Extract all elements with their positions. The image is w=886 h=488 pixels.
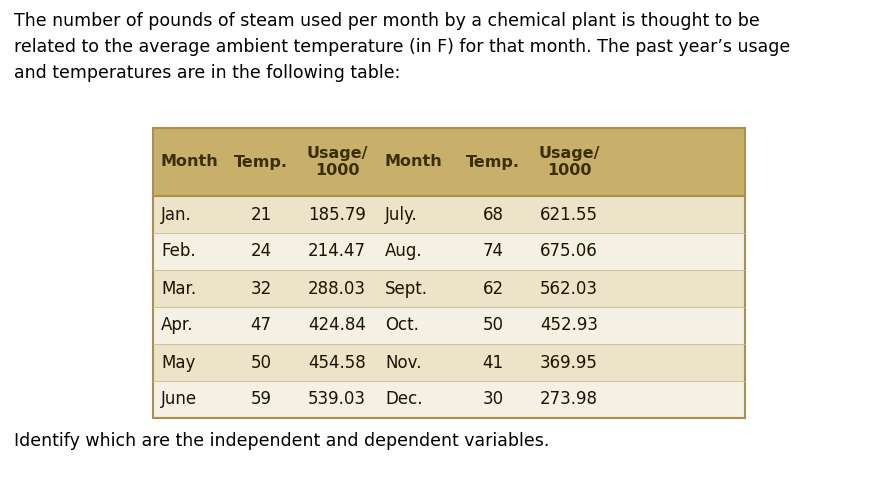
Bar xyxy=(153,233,745,270)
Text: Mar.: Mar. xyxy=(161,280,196,298)
Text: 50: 50 xyxy=(483,317,503,334)
Text: Nov.: Nov. xyxy=(385,353,422,371)
Text: Sept.: Sept. xyxy=(385,280,428,298)
Text: 562.03: 562.03 xyxy=(540,280,598,298)
Text: 454.58: 454.58 xyxy=(308,353,366,371)
Bar xyxy=(153,344,745,381)
Text: Dec.: Dec. xyxy=(385,390,423,408)
Text: The number of pounds of steam used per month by a chemical plant is thought to b: The number of pounds of steam used per m… xyxy=(14,12,760,30)
Text: 74: 74 xyxy=(483,243,503,261)
Text: May: May xyxy=(161,353,196,371)
Text: related to the average ambient temperature (in F) for that month. The past year’: related to the average ambient temperatu… xyxy=(14,38,790,56)
Text: Usage/
1000: Usage/ 1000 xyxy=(539,146,600,178)
Text: 68: 68 xyxy=(483,205,503,224)
Bar xyxy=(153,128,745,196)
Bar xyxy=(153,381,745,418)
Text: 369.95: 369.95 xyxy=(540,353,598,371)
Text: Month: Month xyxy=(161,155,219,169)
Text: Month: Month xyxy=(385,155,443,169)
Text: 621.55: 621.55 xyxy=(540,205,598,224)
Text: Feb.: Feb. xyxy=(161,243,196,261)
Text: 47: 47 xyxy=(251,317,271,334)
Text: 21: 21 xyxy=(251,205,272,224)
Text: 539.03: 539.03 xyxy=(308,390,366,408)
Text: 32: 32 xyxy=(251,280,272,298)
Text: 59: 59 xyxy=(251,390,271,408)
Bar xyxy=(153,270,745,307)
Text: 30: 30 xyxy=(483,390,503,408)
Text: 62: 62 xyxy=(483,280,503,298)
Text: 214.47: 214.47 xyxy=(308,243,366,261)
Text: Jan.: Jan. xyxy=(161,205,191,224)
Text: and temperatures are in the following table:: and temperatures are in the following ta… xyxy=(14,64,400,82)
Text: Apr.: Apr. xyxy=(161,317,193,334)
Bar xyxy=(153,196,745,233)
Text: Oct.: Oct. xyxy=(385,317,419,334)
Text: Usage/
1000: Usage/ 1000 xyxy=(307,146,368,178)
Bar xyxy=(153,307,745,344)
Text: Temp.: Temp. xyxy=(234,155,288,169)
Text: 288.03: 288.03 xyxy=(308,280,366,298)
Text: June: June xyxy=(161,390,197,408)
Text: Temp.: Temp. xyxy=(466,155,520,169)
Text: 50: 50 xyxy=(251,353,271,371)
Text: 675.06: 675.06 xyxy=(540,243,598,261)
Text: 41: 41 xyxy=(483,353,503,371)
Text: 424.84: 424.84 xyxy=(308,317,366,334)
Text: 24: 24 xyxy=(251,243,272,261)
Text: 185.79: 185.79 xyxy=(308,205,366,224)
Text: Aug.: Aug. xyxy=(385,243,423,261)
Text: Identify which are the independent and dependent variables.: Identify which are the independent and d… xyxy=(14,432,549,450)
Bar xyxy=(153,128,745,418)
Text: 273.98: 273.98 xyxy=(540,390,598,408)
Text: July.: July. xyxy=(385,205,418,224)
Text: 452.93: 452.93 xyxy=(540,317,598,334)
